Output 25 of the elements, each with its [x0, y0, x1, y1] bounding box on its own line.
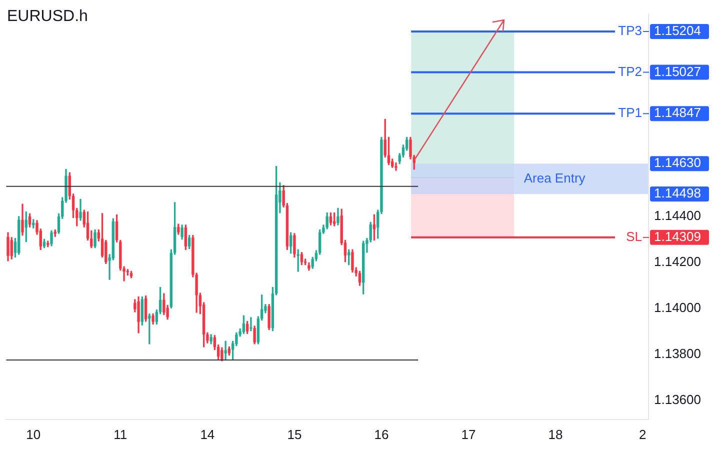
y-tick-label: 1.14309	[654, 229, 701, 244]
ref-line-label: TP1	[618, 105, 642, 120]
x-tick-label: 2	[638, 426, 646, 442]
chart-title: EURUSD.h	[7, 8, 88, 26]
x-tick-label: 18	[548, 426, 563, 442]
y-tick-label: 1.15027	[654, 64, 701, 79]
x-tick-label: 17	[461, 426, 476, 442]
x-tick-label: 10	[26, 426, 41, 442]
y-tick-label: 1.14847	[654, 105, 701, 120]
ref-line-label: SL	[626, 229, 642, 244]
x-tick-label: 11	[114, 426, 128, 442]
ref-line-label: TP3	[618, 23, 642, 38]
x-tick-label: 16	[374, 426, 389, 442]
y-tick-label: 1.14000	[654, 300, 701, 316]
y-tick-label: 1.14630	[654, 155, 701, 170]
y-tick-label: 1.13600	[654, 392, 701, 408]
x-tick-label: 14	[200, 426, 215, 442]
y-tick-label: 1.14200	[654, 254, 701, 270]
y-tick-label: 1.14400	[654, 208, 701, 224]
ref-line-label: TP2	[618, 64, 642, 79]
y-tick-label: 1.13800	[654, 346, 701, 362]
band-label: Area Entry	[524, 170, 586, 186]
y-tick-label: 1.14498	[654, 186, 701, 201]
x-tick-label: 15	[287, 426, 302, 442]
y-tick-label: 1.15204	[654, 23, 701, 38]
